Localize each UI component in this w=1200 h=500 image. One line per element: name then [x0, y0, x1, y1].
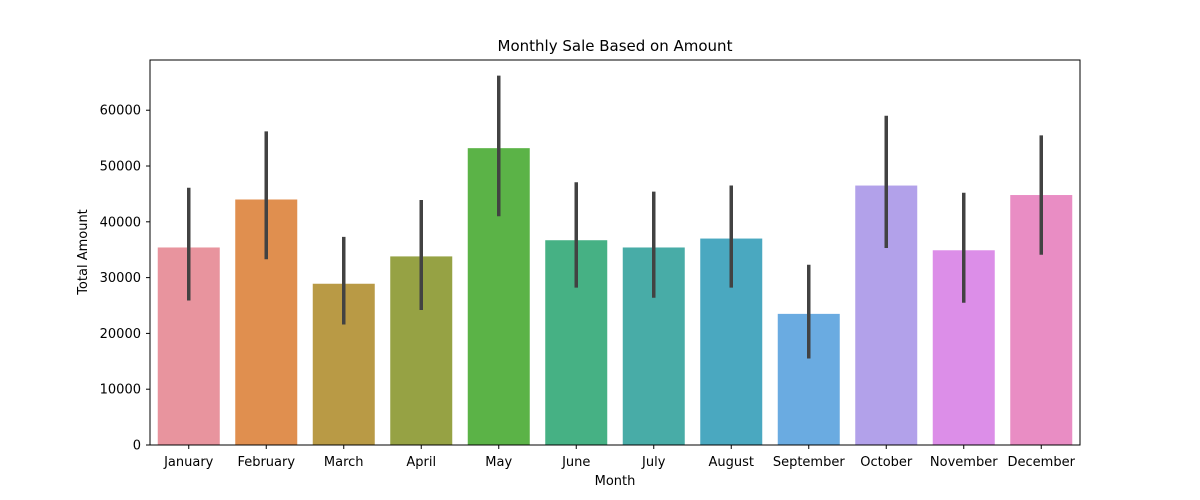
- x-tick-label: November: [930, 455, 998, 470]
- x-tick-label: June: [561, 455, 590, 470]
- y-tick-label: 0: [133, 439, 141, 454]
- y-tick-label: 60000: [100, 104, 141, 119]
- x-axis-title: Month: [595, 474, 636, 489]
- x-tick-label: January: [163, 455, 214, 470]
- y-tick-label: 50000: [100, 160, 141, 175]
- error-bars-layer: [187, 75, 1043, 359]
- y-axis: 0 10000 20000 30000 40000 50000 60000: [100, 104, 150, 454]
- x-tick-label: March: [324, 455, 364, 470]
- plot-frame: [149, 59, 1081, 446]
- y-axis-title: Total Amount: [76, 209, 91, 296]
- y-tick-label: 30000: [100, 271, 141, 286]
- x-tick-label: December: [1008, 455, 1076, 470]
- x-tick-label: April: [406, 455, 436, 470]
- x-tick-label: August: [709, 455, 755, 470]
- bars-layer: [157, 148, 1073, 446]
- y-tick-label: 20000: [100, 327, 141, 342]
- x-tick-label: February: [237, 455, 295, 470]
- x-tick-label: October: [860, 455, 913, 470]
- x-axis: January February March April May June July Augu…: [163, 445, 1076, 470]
- x-tick-label: July: [641, 455, 666, 470]
- x-tick-label: September: [773, 455, 846, 470]
- y-tick-label: 40000: [100, 215, 141, 230]
- chart-title: Monthly Sale Based on Amount: [498, 37, 733, 55]
- x-tick-label: May: [485, 455, 512, 470]
- y-tick-label: 10000: [100, 383, 141, 398]
